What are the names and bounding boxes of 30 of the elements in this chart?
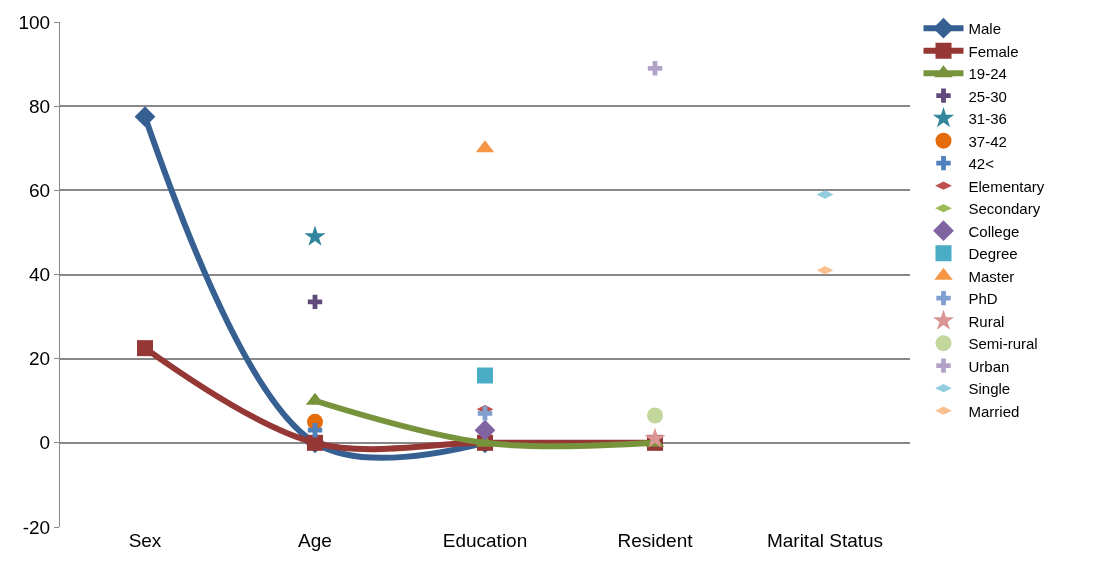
legend-label: 31-36 <box>968 110 1007 127</box>
legend-label: 37-42 <box>968 132 1007 150</box>
legend-label: Urban <box>968 357 1010 375</box>
x-tick-label: Education <box>442 530 528 551</box>
legend-label: Secondary <box>968 200 1041 217</box>
y-tick-label: 40 <box>29 264 51 286</box>
legend-label: Female <box>968 42 1019 60</box>
y-tick-label: 20 <box>29 348 51 370</box>
x-tick-label: Resident <box>617 530 694 551</box>
x-tick-label: Sex <box>128 530 162 551</box>
legend-label: 25-30 <box>968 87 1007 105</box>
legend-label: PhD <box>968 290 998 307</box>
legend-label: College <box>968 222 1020 240</box>
legend-label: 19-24 <box>968 65 1007 82</box>
legend-label: Elementary <box>968 177 1045 195</box>
y-tick-label: 60 <box>29 179 51 201</box>
y-tick-label: 100 <box>18 11 51 33</box>
legend-label: 42< <box>968 155 995 172</box>
x-tick-label: Age <box>298 530 332 551</box>
legend-label: Male <box>968 20 1002 37</box>
legend-label: Degree <box>968 245 1018 262</box>
legend-label: Master <box>968 267 1015 285</box>
legend-label: Single <box>968 380 1011 397</box>
legend-label: Rural <box>968 312 1005 330</box>
x-tick-label: Marital Status <box>766 530 884 551</box>
legend-label: Married <box>968 402 1020 420</box>
y-tick-label: 0 <box>39 432 51 454</box>
y-tick-label: -20 <box>22 516 51 538</box>
y-tick-label: 80 <box>29 95 51 117</box>
legend-label: Semi-rural <box>968 335 1038 352</box>
